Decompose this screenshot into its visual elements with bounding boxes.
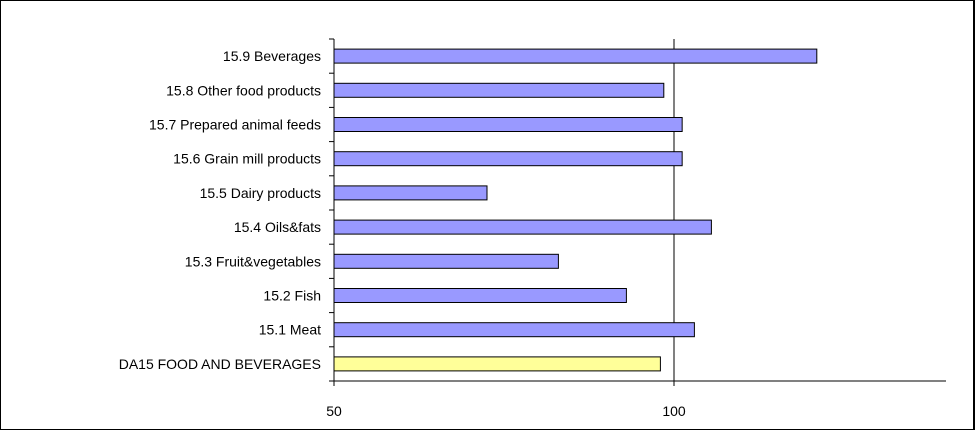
category-label: 15.1 Meat: [259, 322, 321, 338]
category-label: 15.4 Oils&fats: [234, 219, 321, 235]
category-label: 15.5 Dairy products: [200, 185, 321, 201]
category-labels: 15.9 Beverages 15.8 Other food products 15…: [119, 48, 321, 372]
x-tick-label: 50: [326, 403, 342, 419]
bar-0: [333, 48, 818, 64]
category-label: 15.6 Grain mill products: [173, 151, 321, 167]
bar-4: [333, 185, 488, 201]
bar-6: [333, 253, 559, 269]
bars: [333, 48, 818, 372]
axes: [329, 38, 946, 386]
category-label: 15.2 Fish: [263, 288, 321, 304]
category-label: 15.9 Beverages: [223, 48, 321, 64]
x-tick-labels: 50 100: [326, 403, 686, 419]
bar-1: [333, 82, 665, 98]
category-label: 15.7 Prepared animal feeds: [149, 117, 321, 133]
bar-7: [333, 288, 627, 303]
category-label: 15.8 Other food products: [166, 82, 321, 98]
bar-5: [333, 219, 712, 235]
bar-9: [333, 356, 661, 372]
bar-2: [333, 117, 683, 132]
bar-8: [333, 322, 695, 338]
category-label: 15.3 Fruit&vegetables: [185, 253, 321, 269]
bar-3: [333, 151, 683, 167]
category-label: DA15 FOOD AND BEVERAGES: [119, 356, 321, 372]
x-tick-label: 100: [662, 403, 686, 419]
